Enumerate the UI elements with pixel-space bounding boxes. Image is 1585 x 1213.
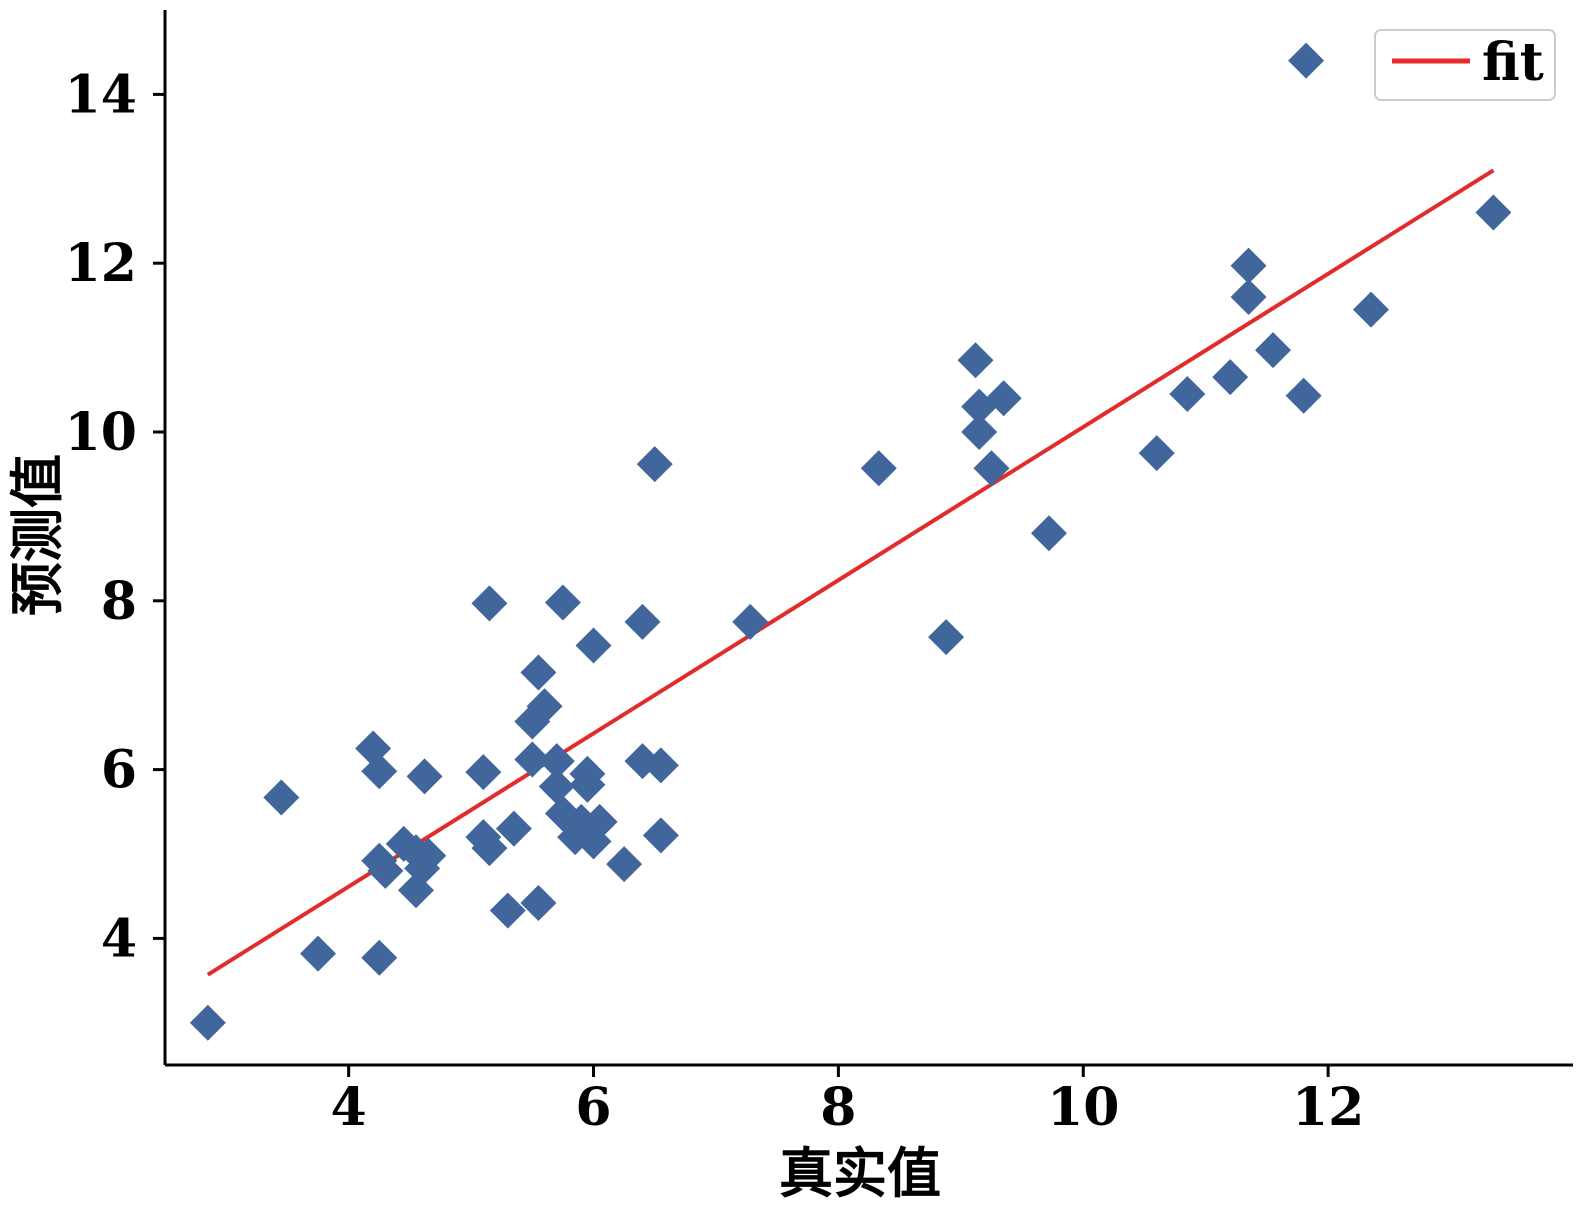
data-point [410, 837, 447, 874]
data-point [642, 817, 679, 854]
data-point [606, 846, 643, 883]
axes [163, 10, 1573, 1067]
data-point [471, 585, 508, 622]
data-point [957, 342, 994, 379]
legend-fit-label: fit [1482, 32, 1544, 93]
data-point [520, 884, 557, 921]
data-point [732, 603, 769, 640]
data-point [1475, 194, 1512, 231]
data-point [495, 810, 532, 847]
data-point [406, 758, 443, 795]
data-point [471, 830, 508, 867]
y-tick-label: 8 [101, 571, 137, 632]
data-point [538, 743, 575, 780]
data-point [624, 603, 661, 640]
data-point [985, 380, 1022, 417]
data-point [189, 1004, 226, 1041]
data-point [1138, 435, 1175, 472]
data-point [1352, 291, 1389, 328]
data-point [300, 935, 337, 972]
x-tick-label: 10 [1047, 1077, 1119, 1138]
data-point [1212, 359, 1249, 396]
data-point [361, 939, 398, 976]
scatter-points [189, 42, 1512, 1041]
data-point [1030, 515, 1067, 552]
data-point [514, 741, 551, 778]
data-point [1288, 42, 1325, 79]
y-tick-label: 6 [101, 740, 137, 801]
x-tick-label: 12 [1292, 1077, 1364, 1138]
data-point [961, 414, 998, 450]
y-axis-ticks: 4 6 8 10 12 14 [65, 64, 165, 969]
data-point [361, 753, 398, 790]
data-point [465, 754, 502, 791]
x-axis-title: 真实值 [779, 1141, 941, 1205]
x-tick-label: 4 [331, 1077, 367, 1138]
legend: fit [1374, 29, 1556, 101]
data-point [1230, 278, 1267, 315]
data-point [575, 627, 612, 664]
legend-box [1374, 29, 1556, 101]
data-point [1255, 332, 1292, 369]
data-point [636, 446, 673, 483]
data-point [1285, 377, 1322, 414]
x-tick-label: 8 [820, 1077, 856, 1138]
data-point [642, 747, 679, 784]
y-axis-title: 预测值 [5, 454, 69, 616]
data-point [538, 768, 575, 805]
data-point [367, 852, 404, 889]
x-axis-ticks: 4 6 8 10 12 [331, 1065, 1364, 1138]
data-point [526, 688, 563, 725]
data-point [1169, 376, 1206, 413]
y-tick-label: 14 [65, 64, 137, 125]
x-tick-label: 6 [575, 1077, 611, 1138]
y-tick-label: 10 [65, 402, 137, 463]
data-point [928, 619, 965, 656]
data-point [544, 584, 581, 621]
data-point [1230, 247, 1267, 284]
data-point [860, 450, 897, 487]
data-point [581, 803, 618, 840]
data-point [489, 892, 526, 929]
y-tick-label: 12 [65, 233, 137, 294]
data-point [263, 779, 300, 816]
data-point [520, 654, 557, 691]
data-point [569, 755, 606, 792]
data-point [973, 450, 1010, 487]
y-tick-label: 4 [101, 908, 137, 969]
